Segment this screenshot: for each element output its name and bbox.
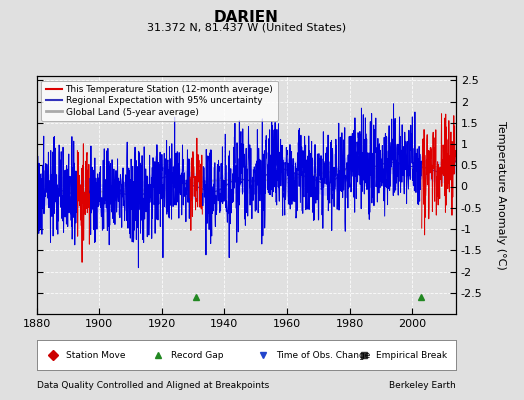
Text: Empirical Break: Empirical Break [376, 350, 447, 360]
Text: 31.372 N, 81.437 W (United States): 31.372 N, 81.437 W (United States) [147, 22, 346, 32]
Y-axis label: Temperature Anomaly (°C): Temperature Anomaly (°C) [496, 121, 506, 269]
Legend: This Temperature Station (12-month average), Regional Expectation with 95% uncer: This Temperature Station (12-month avera… [41, 80, 278, 121]
Text: Data Quality Controlled and Aligned at Breakpoints: Data Quality Controlled and Aligned at B… [37, 381, 269, 390]
Text: DARIEN: DARIEN [214, 10, 279, 25]
Text: Berkeley Earth: Berkeley Earth [389, 381, 456, 390]
Text: Time of Obs. Change: Time of Obs. Change [276, 350, 370, 360]
Text: Record Gap: Record Gap [171, 350, 223, 360]
Text: Station Move: Station Move [66, 350, 126, 360]
